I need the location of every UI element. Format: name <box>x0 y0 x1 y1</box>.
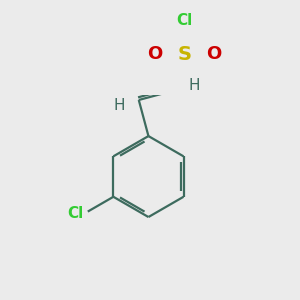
Text: H: H <box>113 98 125 113</box>
Text: H: H <box>189 78 200 93</box>
Text: O: O <box>206 45 222 63</box>
Text: Cl: Cl <box>176 13 193 28</box>
Text: S: S <box>178 45 191 64</box>
Text: Cl: Cl <box>67 206 83 220</box>
Text: O: O <box>147 45 163 63</box>
